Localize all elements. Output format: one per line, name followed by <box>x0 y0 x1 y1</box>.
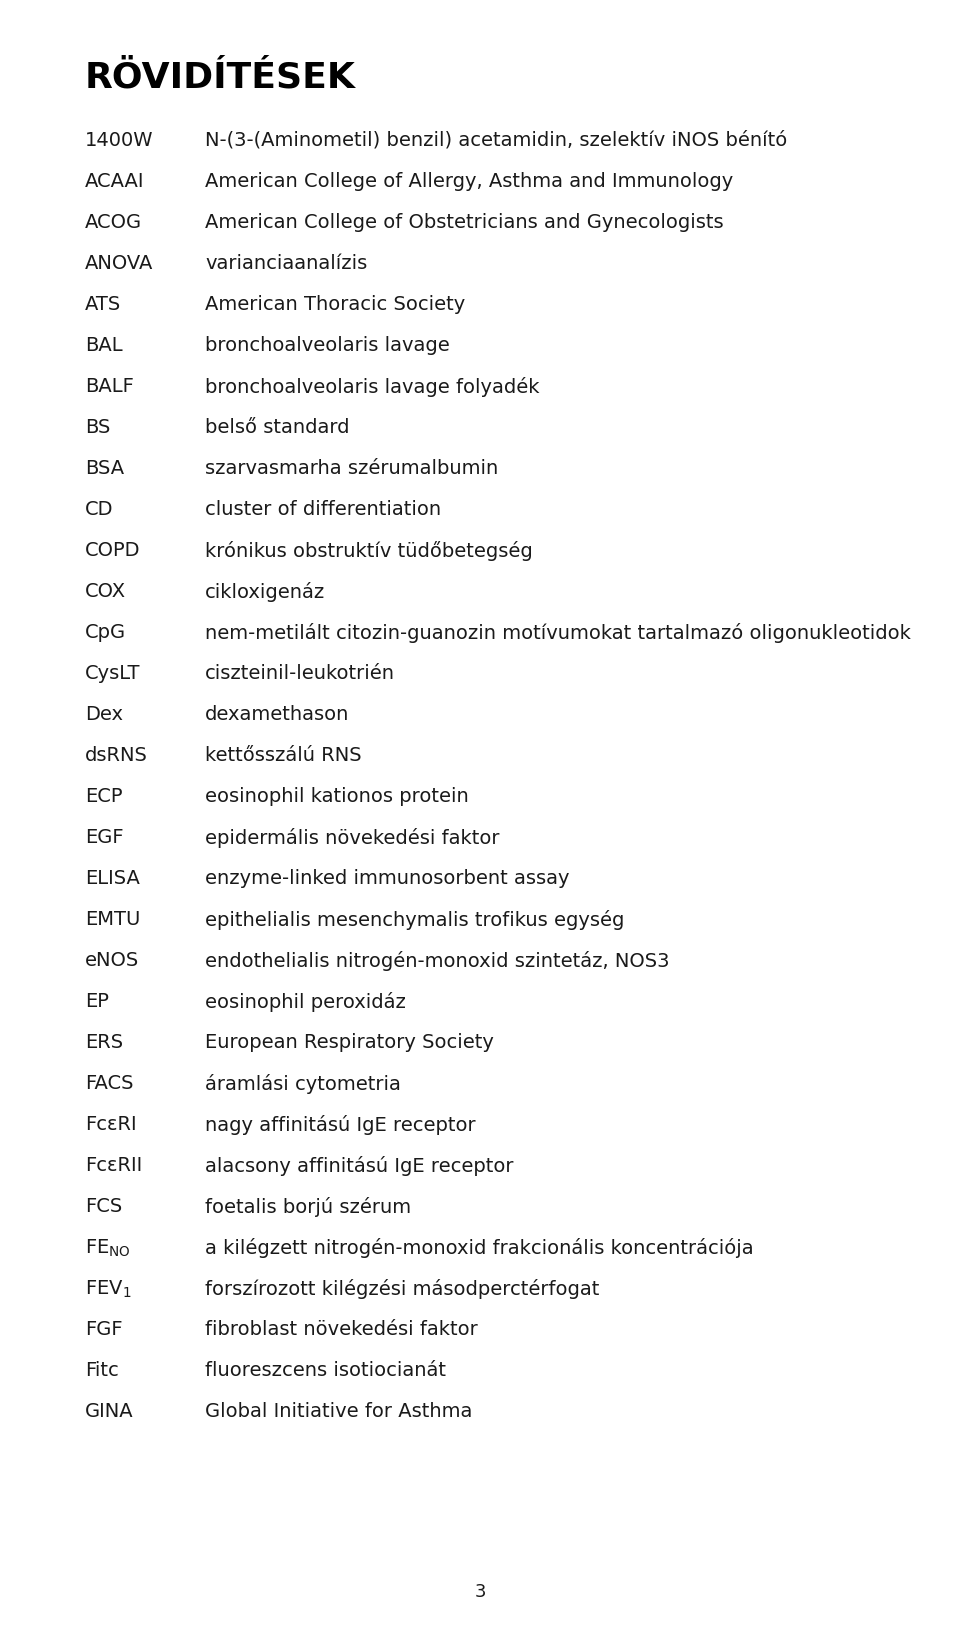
Text: cikloxigenáz: cikloxigenáz <box>205 582 325 602</box>
Text: enzyme-linked immunosorbent assay: enzyme-linked immunosorbent assay <box>205 869 569 888</box>
Text: FGF: FGF <box>85 1320 123 1338</box>
Text: varianciaanalízis: varianciaanalízis <box>205 254 368 273</box>
Text: American College of Allergy, Asthma and Immunology: American College of Allergy, Asthma and … <box>205 172 733 191</box>
Text: FACS: FACS <box>85 1073 133 1093</box>
Text: BSA: BSA <box>85 460 124 478</box>
Text: alacsony affinitású IgE receptor: alacsony affinitású IgE receptor <box>205 1157 514 1176</box>
Text: FcεRI: FcεRI <box>85 1116 136 1134</box>
Text: krónikus obstruktív tüdőbetegség: krónikus obstruktív tüdőbetegség <box>205 542 533 561</box>
Text: ERS: ERS <box>85 1032 123 1052</box>
Text: fluoreszcens isotiocianát: fluoreszcens isotiocianát <box>205 1361 446 1381</box>
Text: epithelialis mesenchymalis trofikus egység: epithelialis mesenchymalis trofikus egys… <box>205 910 624 929</box>
Text: CpG: CpG <box>85 623 126 641</box>
Text: EMTU: EMTU <box>85 910 140 929</box>
Text: epidermális növekedési faktor: epidermális növekedési faktor <box>205 828 499 847</box>
Text: COX: COX <box>85 582 126 600</box>
Text: ANOVA: ANOVA <box>85 254 154 273</box>
Text: ACOG: ACOG <box>85 213 142 232</box>
Text: FcεRII: FcεRII <box>85 1157 142 1175</box>
Text: CD: CD <box>85 501 113 519</box>
Text: American College of Obstetricians and Gynecologists: American College of Obstetricians and Gy… <box>205 213 724 232</box>
Text: bronchoalveolaris lavage: bronchoalveolaris lavage <box>205 335 449 355</box>
Text: cluster of differentiation: cluster of differentiation <box>205 501 442 519</box>
Text: foetalis borjú szérum: foetalis borjú szérum <box>205 1198 411 1217</box>
Text: nem-metilált citozin-guanozin motívumokat tartalmazó oligonukleotidok: nem-metilált citozin-guanozin motívumoka… <box>205 623 911 643</box>
Text: a kilégzett nitrogén-monoxid frakcionális koncentrációja: a kilégzett nitrogén-monoxid frakcionáli… <box>205 1238 754 1258</box>
Text: eosinophil peroxidáz: eosinophil peroxidáz <box>205 991 406 1013</box>
Text: nagy affinitású IgE receptor: nagy affinitású IgE receptor <box>205 1116 475 1135</box>
Text: Dex: Dex <box>85 705 123 725</box>
Text: FE$_{\mathrm{NO}}$: FE$_{\mathrm{NO}}$ <box>85 1238 131 1260</box>
Text: ciszteinil-leukotrién: ciszteinil-leukotrién <box>205 664 395 682</box>
Text: kettősszálú RNS: kettősszálú RNS <box>205 746 362 766</box>
Text: ATS: ATS <box>85 294 121 314</box>
Text: ECP: ECP <box>85 787 123 807</box>
Text: American Thoracic Society: American Thoracic Society <box>205 294 466 314</box>
Text: dsRNS: dsRNS <box>85 746 148 766</box>
Text: szarvasmarha szérumalbumin: szarvasmarha szérumalbumin <box>205 460 498 478</box>
Text: RÖVIDÍTÉSEK: RÖVIDÍTÉSEK <box>85 61 356 95</box>
Text: endothelialis nitrogén-monoxid szintetáz, NOS3: endothelialis nitrogén-monoxid szintetáz… <box>205 951 669 972</box>
Text: FEV$_{1}$: FEV$_{1}$ <box>85 1279 132 1301</box>
Text: Fitc: Fitc <box>85 1361 119 1381</box>
Text: forszírozott kilégzési másodperctérfogat: forszírozott kilégzési másodperctérfogat <box>205 1279 599 1299</box>
Text: BAL: BAL <box>85 335 123 355</box>
Text: EGF: EGF <box>85 828 124 847</box>
Text: FCS: FCS <box>85 1198 122 1216</box>
Text: 3: 3 <box>474 1584 486 1602</box>
Text: ELISA: ELISA <box>85 869 140 888</box>
Text: N-(3-(Aminometil) benzil) acetamidin, szelektív iNOS bénító: N-(3-(Aminometil) benzil) acetamidin, sz… <box>205 131 787 151</box>
Text: COPD: COPD <box>85 542 140 560</box>
Text: BALF: BALF <box>85 376 133 396</box>
Text: bronchoalveolaris lavage folyadék: bronchoalveolaris lavage folyadék <box>205 376 540 398</box>
Text: Global Initiative for Asthma: Global Initiative for Asthma <box>205 1402 472 1422</box>
Text: fibroblast növekedési faktor: fibroblast növekedési faktor <box>205 1320 478 1338</box>
Text: European Respiratory Society: European Respiratory Society <box>205 1032 493 1052</box>
Text: dexamethason: dexamethason <box>205 705 349 725</box>
Text: EP: EP <box>85 991 108 1011</box>
Text: CysLT: CysLT <box>85 664 140 682</box>
Text: eosinophil kationos protein: eosinophil kationos protein <box>205 787 468 807</box>
Text: eNOS: eNOS <box>85 951 139 970</box>
Text: GINA: GINA <box>85 1402 133 1422</box>
Text: 1400W: 1400W <box>85 131 154 151</box>
Text: ACAAI: ACAAI <box>85 172 145 191</box>
Text: BS: BS <box>85 419 110 437</box>
Text: belső standard: belső standard <box>205 419 349 437</box>
Text: áramlási cytometria: áramlási cytometria <box>205 1073 401 1094</box>
